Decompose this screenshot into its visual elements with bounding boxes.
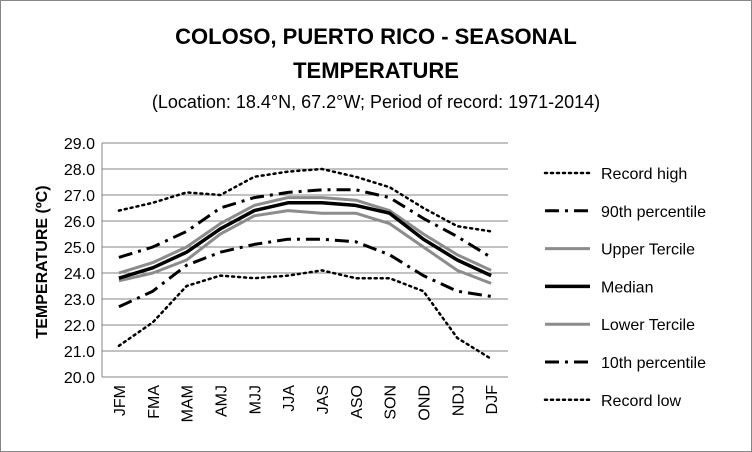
y-tick-label: 22.0: [64, 318, 95, 335]
x-tick-label: AMJ: [213, 385, 230, 417]
chart-title-line-1: COLOSO, PUERTO RICO - SEASONAL: [175, 24, 577, 49]
series-line-upper-tercile: [118, 196, 492, 275]
y-tick-label: 29.0: [64, 136, 95, 153]
x-tick-label: MJJ: [247, 385, 264, 414]
legend-label: Median: [601, 279, 653, 296]
y-tick-label: 21.0: [64, 344, 95, 361]
chart-title-line-2: TEMPERATURE: [293, 58, 459, 83]
legend-label: 10th percentile: [601, 355, 706, 372]
legend-label: Upper Tercile: [601, 242, 695, 259]
x-tick-label: NDJ: [450, 385, 467, 416]
y-tick-label: 27.0: [64, 188, 95, 205]
x-tick-label: FMA: [146, 385, 163, 419]
series-line-lower-tercile: [118, 209, 492, 285]
y-tick-label: 20.0: [64, 370, 95, 387]
y-tick-label: 28.0: [64, 162, 95, 179]
series-line-median: [118, 201, 492, 280]
y-tick-label: 24.0: [64, 266, 95, 283]
series-line-record-low: [117, 269, 493, 361]
x-tick-label: OND: [416, 385, 433, 421]
x-tick-label: SON: [383, 385, 400, 420]
legend-label: 90th percentile: [601, 204, 706, 221]
x-tick-label: JAS: [315, 385, 332, 414]
y-axis-label: TEMPERATURE (ºC): [34, 185, 51, 338]
y-tick-label: 23.0: [64, 292, 95, 309]
x-tick-label: MAM: [180, 385, 197, 422]
x-tick-label: JFM: [112, 385, 129, 416]
x-tick-label: JJA: [281, 385, 298, 412]
x-tick-label: DJF: [484, 385, 501, 415]
legend-label: Record low: [601, 393, 681, 410]
y-tick-label: 25.0: [64, 240, 95, 257]
x-tick-label: ASO: [349, 385, 366, 419]
y-tick-label: 26.0: [64, 214, 95, 231]
series-line-90th-percentile: [118, 188, 492, 259]
legend-label: Record high: [601, 166, 687, 183]
series-line-record-high: [117, 167, 493, 233]
legend-label: Lower Tercile: [601, 317, 695, 334]
chart-subtitle: (Location: 18.4°N, 67.2°W; Period of rec…: [151, 92, 601, 112]
